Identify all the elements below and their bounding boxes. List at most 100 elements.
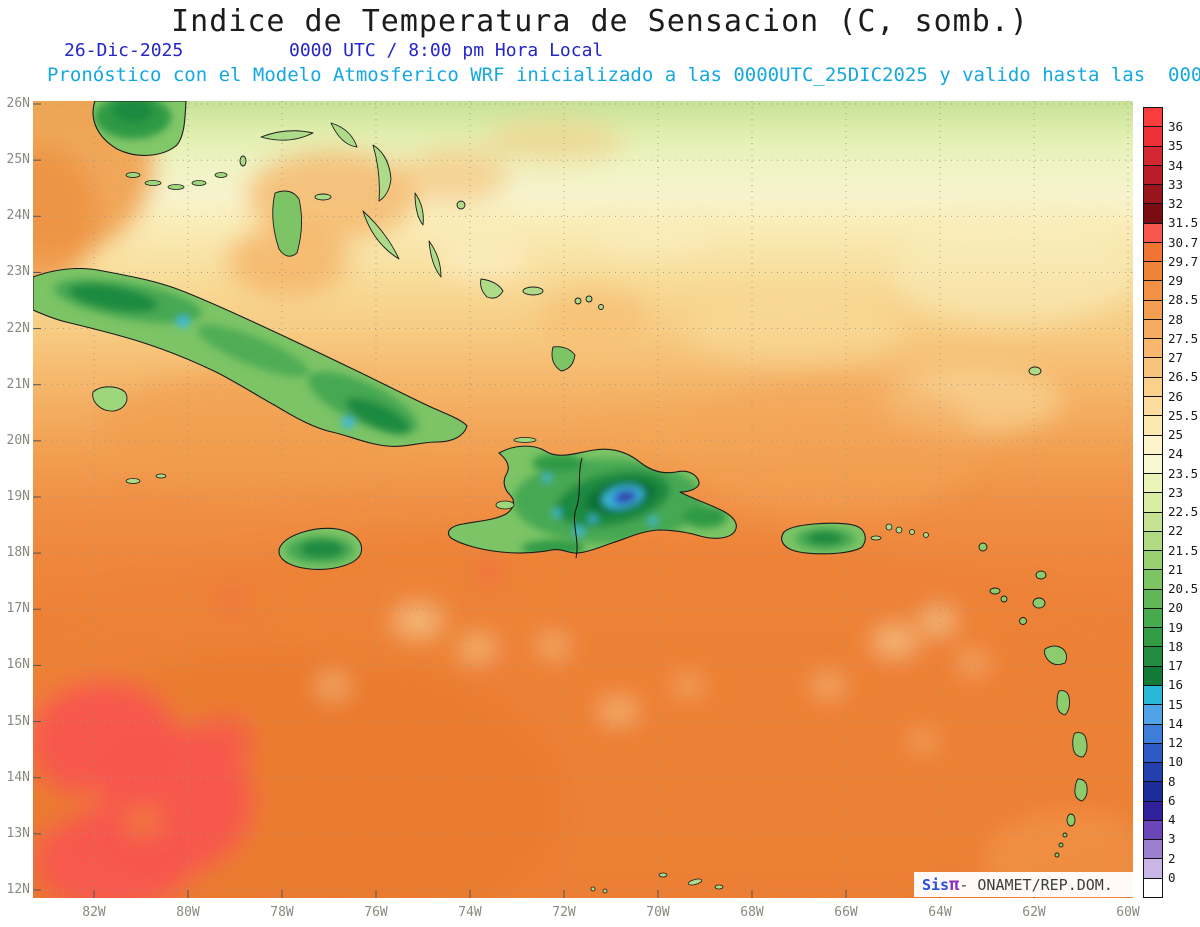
caribbean-heatindex-map: [0, 66, 1200, 927]
colorbar-cell: [1144, 705, 1162, 725]
colorbar-cell: [1144, 262, 1162, 282]
lon-label: 74W: [458, 905, 482, 920]
colorbar-cell: [1144, 531, 1162, 552]
colorbar-label: 29.7: [1168, 253, 1199, 269]
colorbar-cell: [1144, 878, 1162, 897]
latitude-axis: 26N 25N 24N 23N 22N 21N 20N 19N 18N 17N 16N 15N 14N 1…: [0, 0, 32, 927]
colorbar-cell: [1144, 512, 1162, 532]
map-plot-area: [0, 66, 1200, 927]
colorbar-cell: [1144, 281, 1162, 301]
colorbar-label: 19: [1168, 619, 1184, 635]
colorbar-cell: [1144, 185, 1162, 205]
landmasses: [32, 100, 1088, 894]
colorbar-label: 34: [1168, 157, 1184, 173]
colorbar-cell: [1144, 589, 1162, 609]
colorbar-cell: [1144, 628, 1162, 648]
lat-label: 17N: [6, 601, 30, 617]
island-tortue: [513, 437, 537, 443]
islands-virgin: [870, 523, 929, 541]
colorbar-cell: [1144, 108, 1162, 128]
colorbar-cell: [1144, 435, 1162, 455]
lat-label: 12N: [6, 881, 30, 897]
colorbar-label: 26: [1168, 388, 1184, 404]
colorbar-cell: [1144, 782, 1162, 802]
colorbar-cell: [1144, 339, 1162, 359]
lat-label: 22N: [6, 320, 30, 336]
colorbar-cell: [1144, 570, 1162, 590]
colorbar-label: 25: [1168, 427, 1184, 443]
colorbar-cell: [1144, 647, 1162, 667]
lon-label: 80W: [176, 905, 200, 920]
colorbar-label: 22: [1168, 523, 1184, 539]
lon-label: 68W: [740, 905, 764, 920]
colorbar-cell: [1144, 840, 1162, 860]
islands-cayman: [125, 473, 167, 484]
colorbar-label: 20: [1168, 600, 1184, 616]
colorbar-label: 22.5: [1168, 504, 1199, 520]
colorbar-label: 4: [1168, 812, 1176, 828]
colorbar-label: 0: [1168, 869, 1176, 885]
colorbar-label: 17: [1168, 658, 1184, 674]
lat-label: 20N: [6, 432, 30, 448]
colorbar-cell: [1144, 358, 1162, 378]
colorbar: [1143, 107, 1163, 898]
island-jamaica: [278, 527, 363, 570]
island-juventud: [92, 386, 128, 412]
lon-label: 78W: [270, 905, 294, 920]
lat-label: 19N: [6, 488, 30, 504]
watermark-sis-text: Sis: [922, 875, 950, 894]
longitude-axis: 82W 80W 78W 76W 74W 72W 70W 68W 66W 64W 62W 60W: [33, 905, 1139, 921]
colorbar-cell: [1144, 242, 1162, 263]
lon-label: 82W: [82, 905, 106, 920]
colorbar-label: 30.7: [1168, 234, 1199, 250]
colorbar-cell: [1144, 474, 1162, 494]
colorbar-label: 8: [1168, 773, 1176, 789]
colorbar-label: 27.5: [1168, 330, 1199, 346]
colorbar-cell: [1144, 319, 1162, 340]
colorbar-label: 25.5: [1168, 407, 1199, 423]
lon-label: 62W: [1022, 905, 1046, 920]
lon-label: 64W: [928, 905, 952, 920]
colorbar-cell: [1144, 685, 1162, 706]
colorbar-cell: [1144, 146, 1162, 166]
lat-label: 18N: [6, 545, 30, 561]
lat-label: 24N: [6, 208, 30, 224]
lon-label: 60W: [1116, 905, 1140, 920]
colorbar-label: 23: [1168, 484, 1184, 500]
colorbar-label: 29: [1168, 273, 1184, 289]
colorbar-label: 24: [1168, 446, 1184, 462]
colorbar-cell: [1144, 666, 1162, 686]
lat-label: 14N: [6, 769, 30, 785]
colorbar-label: 2: [1168, 850, 1176, 866]
colorbar-label: 23.5: [1168, 465, 1199, 481]
colorbar-label: 21.5: [1168, 542, 1199, 558]
colorbar-label: 36: [1168, 119, 1184, 135]
colorbar-cell: [1144, 454, 1162, 475]
islands-bahamas: [239, 122, 604, 372]
colorbar-label: 35: [1168, 138, 1184, 154]
florida-keys: [125, 172, 228, 190]
forecast-subtitle: Pronóstico con el Modelo Atmosferico WRF…: [47, 64, 1200, 86]
lat-label: 15N: [6, 713, 30, 729]
colorbar-cell: [1144, 801, 1162, 821]
island-hispaniola: [447, 437, 737, 559]
colorbar-label: 20.5: [1168, 581, 1199, 597]
colorbar-cell: [1144, 127, 1162, 147]
page-title: Indice de Temperatura de Sensacion (C, s…: [171, 4, 1029, 39]
lat-label: 16N: [6, 657, 30, 673]
colorbar-cell: [1144, 493, 1162, 513]
colorbar-label: 10: [1168, 754, 1184, 770]
island-gonave: [495, 500, 515, 510]
colorbar-cell: [1144, 165, 1162, 186]
colorbar-label: 31.5: [1168, 215, 1199, 231]
colorbar-cell: [1144, 396, 1162, 417]
island-florida: [92, 100, 228, 190]
colorbar-label: 33: [1168, 176, 1184, 192]
colorbar-label: 15: [1168, 696, 1184, 712]
colorbar-cell: [1144, 724, 1162, 744]
colorbar-cell: [1144, 859, 1162, 879]
lon-label: 76W: [364, 905, 388, 920]
haiti-dr-border: [573, 457, 583, 559]
temperature-anomaly-blobs: [0, 66, 1200, 927]
colorbar-label: 6: [1168, 792, 1176, 808]
